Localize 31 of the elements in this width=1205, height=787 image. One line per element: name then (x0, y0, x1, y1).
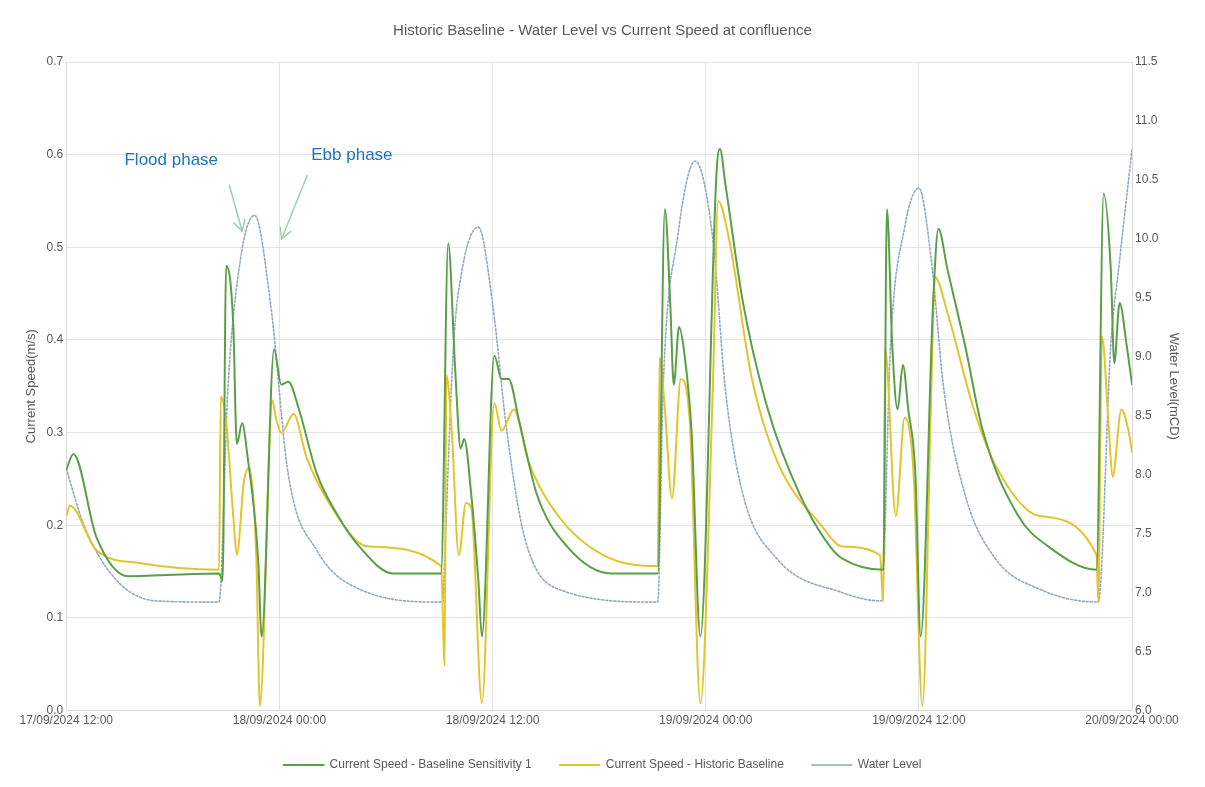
y-tick-label: 0.2 (46, 517, 64, 532)
y-tick-label: 0.4 (46, 332, 64, 347)
y-tick-label: 0.1 (46, 610, 64, 625)
x-tick-label: 19/09/2024 12:00 (872, 713, 966, 728)
y-axis-title: Current Speed(m/s) (23, 329, 39, 444)
y2-tick-label: 11.0 (1135, 113, 1158, 128)
annotation: Ebb phase (311, 145, 393, 165)
y2-axis-title: Water Level(mCD) (1166, 332, 1182, 440)
legend-label: Current Speed - Baseline Sensitivity 1 (329, 757, 533, 772)
y-tick-label: 0.6 (46, 146, 64, 161)
chart-title: Historic Baseline - Water Level vs Current Speed at confluence (393, 21, 812, 39)
y2-tick-label: 6.5 (1135, 643, 1153, 658)
y-tick-label: 0.7 (46, 54, 64, 69)
y2-tick-label: 9.0 (1135, 349, 1153, 364)
y2-tick-label: 11.5 (1135, 54, 1158, 69)
y2-tick-label: 8.0 (1135, 467, 1153, 482)
y2-tick-label: 9.5 (1135, 290, 1153, 305)
x-tick-label: 18/09/2024 12:00 (445, 713, 540, 728)
y2-tick-label: 10.0 (1135, 231, 1159, 246)
y2-tick-label: 7.0 (1135, 584, 1153, 599)
y2-tick-label: 7.5 (1135, 526, 1153, 541)
y-tick-label: 0.5 (46, 239, 64, 254)
legend-label: Water Level (857, 757, 922, 772)
y-tick-label: 0.3 (46, 424, 64, 439)
x-tick-label: 19/09/2024 00:00 (659, 713, 753, 728)
y2-tick-label: 10.5 (1135, 172, 1159, 187)
y2-tick-label: 8.5 (1135, 408, 1153, 423)
line-series (66, 199, 1133, 707)
legend-label: Current Speed - Historic Baseline (605, 757, 785, 772)
annotation: Flood phase (124, 150, 219, 170)
x-tick-label: 18/09/2024 00:00 (232, 713, 327, 728)
